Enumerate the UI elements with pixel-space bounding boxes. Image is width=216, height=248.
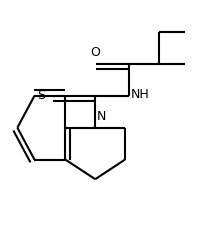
Text: N: N <box>97 110 106 123</box>
Text: O: O <box>90 46 100 59</box>
Text: NH: NH <box>130 88 149 101</box>
Text: S: S <box>37 89 45 102</box>
